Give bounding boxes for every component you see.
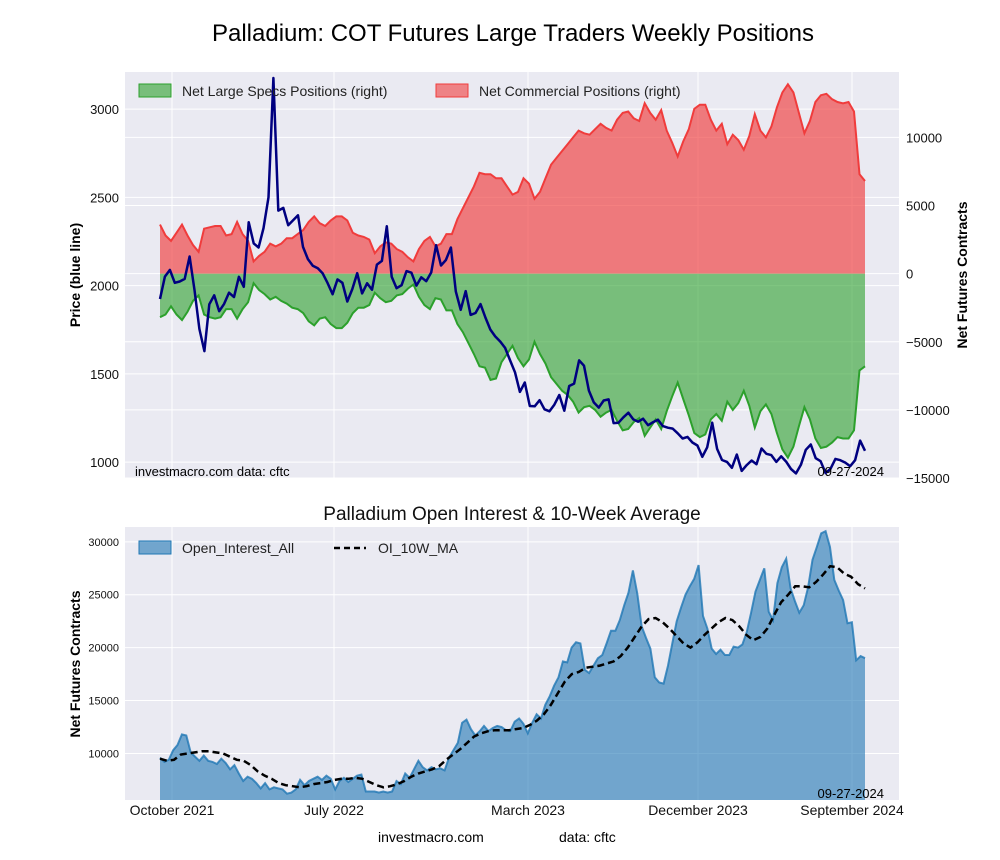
price-axis-label: Price (blue line)	[67, 223, 83, 327]
oi-tick-label: 30000	[88, 537, 119, 549]
legend-label-specs: Net Large Specs Positions (right)	[182, 83, 387, 99]
top-chart: 1000 1500 2000 2500 3000 −15000 −10000 −5000 0 5…	[67, 72, 970, 486]
price-tick-label: 1000	[90, 455, 119, 470]
date-tick-label: October 2021	[130, 802, 215, 818]
contracts-tick-label: −10000	[906, 403, 950, 418]
top-source-note: investmacro.com data: cftc	[135, 464, 290, 479]
commercial-line	[159, 82, 866, 264]
contracts-axis-ticks: −15000 −10000 −5000 0 5000 10000	[906, 130, 950, 486]
price-tick-label: 2500	[90, 190, 119, 205]
price-axis-ticks: 1000 1500 2000 2500 3000	[90, 102, 119, 470]
top-legend: Net Large Specs Positions (right) Net Co…	[138, 83, 681, 99]
legend-swatch-oi	[138, 540, 172, 555]
oi-tick-label: 20000	[88, 643, 119, 655]
price-tick-label: 1500	[90, 367, 119, 382]
oi-axis-ticks: 10000 15000 20000 25000 30000	[88, 537, 119, 761]
legend-label-ma: OI_10W_MA	[378, 540, 459, 556]
footer-source: data: cftc	[559, 829, 616, 845]
oi-moving-average-line	[159, 564, 866, 789]
oi-chart-title: Palladium Open Interest & 10-Week Averag…	[323, 504, 700, 525]
contracts-tick-label: 10000	[906, 130, 942, 145]
oi-tick-label: 25000	[88, 590, 119, 602]
price-line	[158, 76, 867, 475]
date-tick-label: March 2023	[491, 802, 565, 818]
contracts-tick-label: 5000	[906, 199, 935, 214]
legend-label-commercial: Net Commercial Positions (right)	[479, 83, 681, 99]
contracts-axis-label: Net Futures Contracts	[954, 201, 970, 348]
bottom-legend: Open_Interest_All OI_10W_MA	[138, 540, 459, 556]
oi-tick-label: 10000	[88, 748, 119, 760]
oi-axis-label: Net Futures Contracts	[67, 590, 83, 737]
legend-swatch-commercial	[435, 83, 469, 98]
bottom-chart: 10000 15000 20000 25000 30000 October 2021 Ju…	[67, 527, 904, 818]
date-tick-label: December 2023	[648, 802, 748, 818]
top-date-note: 09-27-2024	[818, 464, 885, 479]
date-tick-label: July 2022	[304, 802, 364, 818]
specs-area	[160, 273, 865, 458]
legend-label-oi: Open_Interest_All	[182, 540, 294, 556]
contracts-tick-label: −15000	[906, 471, 950, 486]
legend-swatch-specs	[138, 83, 172, 98]
price-tick-label: 2000	[90, 279, 119, 294]
contracts-tick-label: 0	[906, 267, 913, 282]
specs-line	[159, 281, 866, 460]
date-axis-ticks: October 2021 July 2022 March 2023 December …	[130, 802, 904, 818]
open-interest-line	[159, 529, 866, 795]
price-tick-label: 3000	[90, 102, 119, 117]
bottom-date-note: 09-27-2024	[818, 786, 885, 801]
footer-site: investmacro.com	[378, 829, 484, 845]
date-tick-label: September 2024	[800, 802, 904, 818]
page-title: Palladium: COT Futures Large Traders Wee…	[211, 20, 815, 47]
contracts-tick-label: −5000	[906, 335, 943, 350]
oi-tick-label: 15000	[88, 696, 119, 708]
open-interest-area	[160, 531, 865, 800]
